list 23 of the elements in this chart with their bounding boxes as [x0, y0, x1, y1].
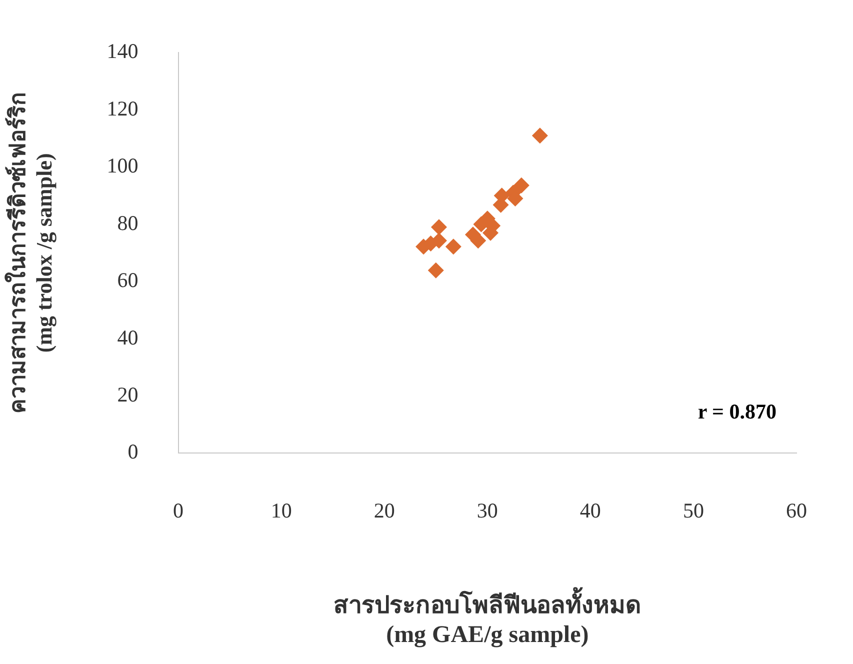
- y-tick-label: 40: [117, 325, 138, 350]
- point: [532, 128, 548, 144]
- point: [513, 177, 530, 194]
- y-tick-label: 20: [117, 382, 138, 406]
- point: [445, 238, 462, 255]
- x-tick-label: 10: [270, 498, 292, 522]
- x-axis-title: สารประกอบโพลีฟีนอลทั้งหมด (mg GAE/g sample): [333, 586, 642, 648]
- y-axis-title: ความสามารถในการรีดิวซ์เฟอร์ริก (mg trolox /g sample): [4, 92, 56, 414]
- x-tick-label: 60: [786, 498, 807, 522]
- point: [430, 219, 447, 236]
- annotation: r = 0.870: [698, 400, 776, 424]
- x-tick-label: 0: [173, 498, 184, 522]
- y-tick-label: 0: [128, 440, 138, 464]
- y-tick-label: 100: [106, 154, 138, 178]
- y-tick-label: 60: [117, 268, 138, 292]
- x-tick-label: 30: [476, 498, 498, 522]
- y-tick-label: 120: [106, 96, 138, 120]
- x-tick-label: 20: [374, 498, 395, 522]
- y-tick-label: 140: [106, 39, 138, 64]
- x-tick-label: 50: [682, 498, 704, 522]
- y-tick-label: 80: [117, 210, 138, 235]
- point: [428, 262, 444, 278]
- x-tick-label: 40: [580, 498, 601, 522]
